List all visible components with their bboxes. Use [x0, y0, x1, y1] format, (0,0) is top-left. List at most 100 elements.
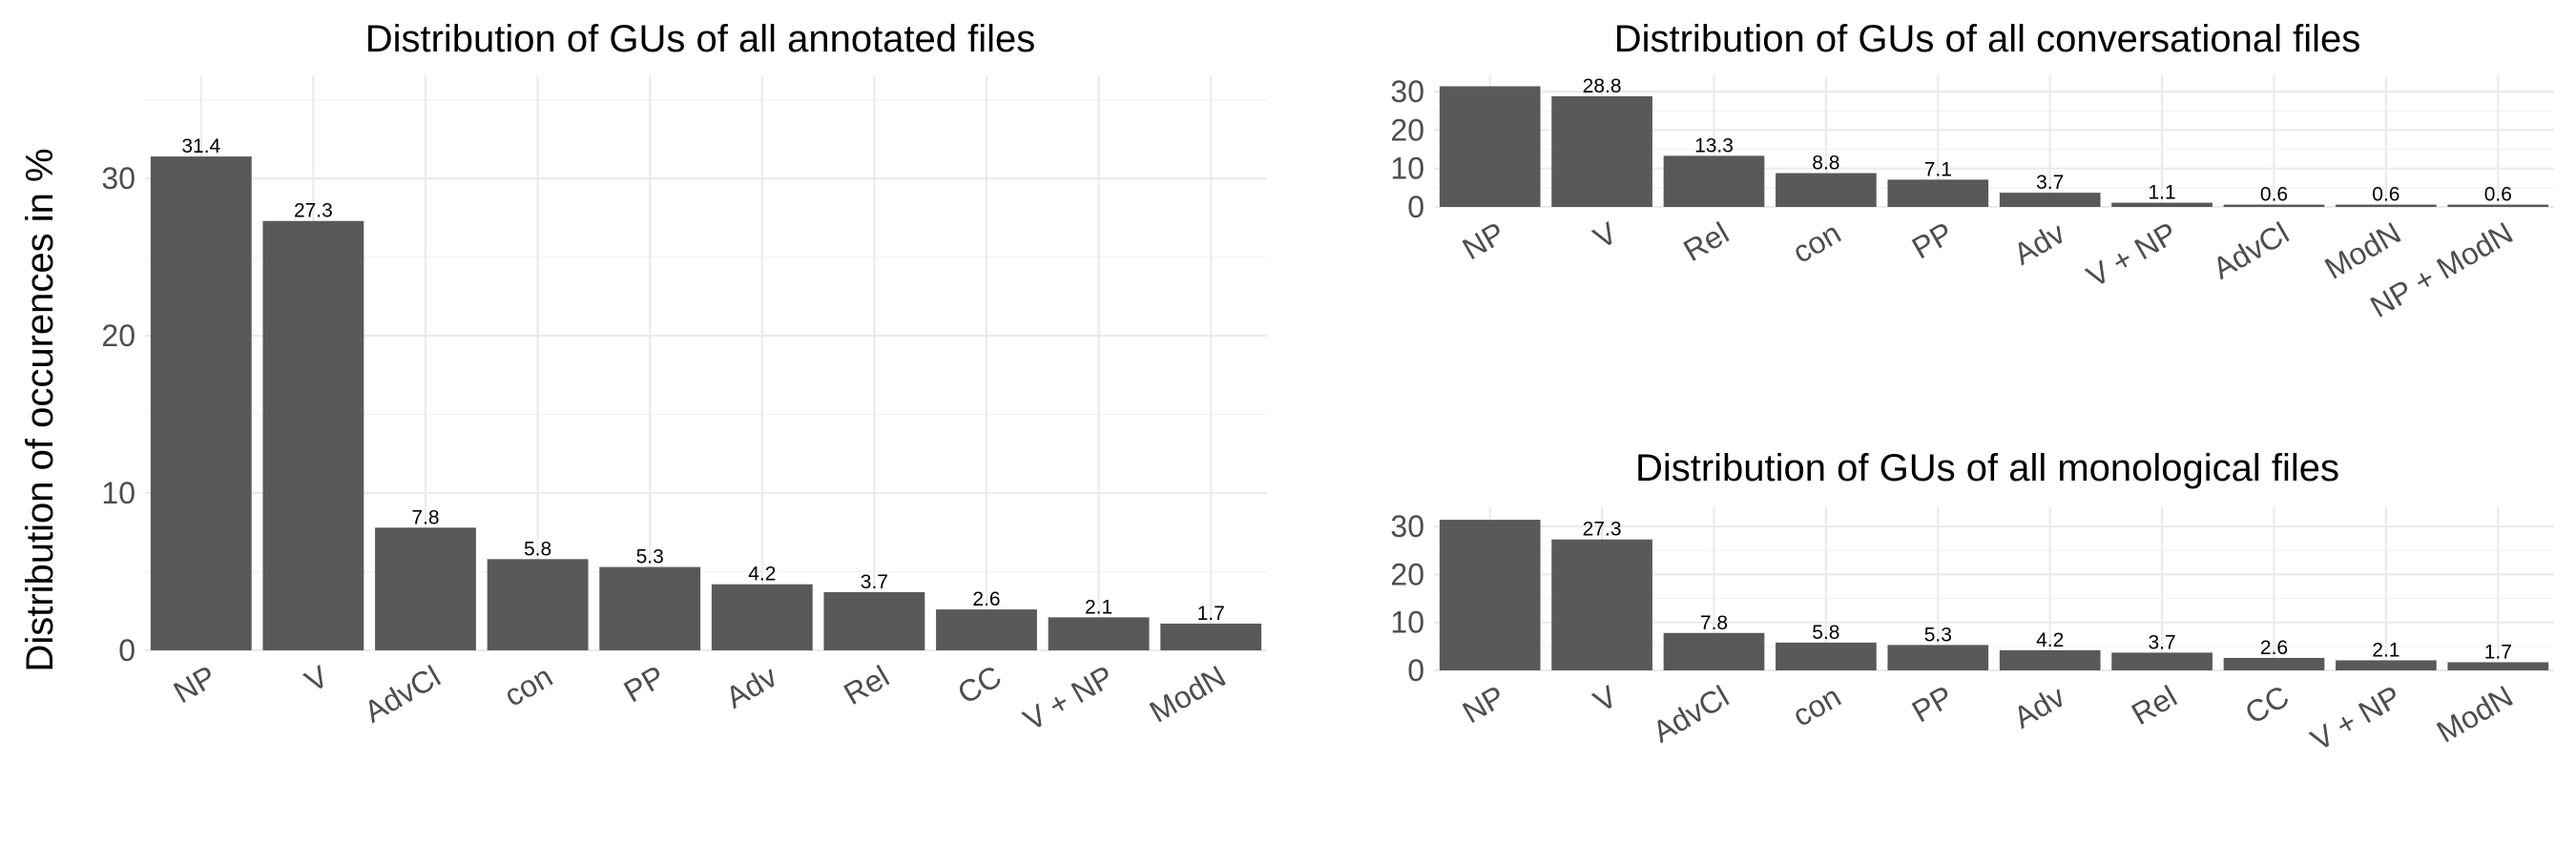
- plot-area: 0 10 20 30 31.4 27.3 7.8 5.8 5.3 4.2 3.7 2.6 2.1 1.7 N…: [101, 76, 1267, 737]
- data-label: 0.6: [2372, 184, 2399, 206]
- data-label: 8.8: [1812, 153, 1839, 175]
- bar-advcl: [375, 527, 476, 650]
- data-label: 7.8: [1700, 612, 1728, 634]
- data-label: 3.7: [2148, 631, 2175, 653]
- data-label: 13.3: [1694, 134, 1734, 156]
- bars: 31.4 27.3 7.8 5.8 5.3 4.2 3.7 2.6 2.1 1.7: [150, 135, 1262, 651]
- bars: 28.8 13.3 8.8 7.1 3.7 1.1 0.6 0.6 0.6: [1439, 75, 2549, 207]
- data-label: 2.6: [972, 588, 1000, 610]
- chart-title: Distribution of GUs of all annotated fil…: [365, 18, 1036, 60]
- data-label: 4.2: [2036, 629, 2064, 651]
- x-tick-label: V: [1588, 216, 1623, 256]
- chart-all-annotated: Distribution of GUs of all annotated fil…: [19, 18, 1267, 737]
- y-axis: 0 10 20 30: [1390, 74, 1424, 224]
- x-tick-label: ModN: [2431, 679, 2519, 750]
- chart-title: Distribution of GUs of all conversationa…: [1614, 18, 2361, 60]
- x-tick-label: con: [1787, 216, 1847, 270]
- y-tick-label: 30: [1390, 74, 1424, 109]
- y-tick-label: 30: [1390, 509, 1424, 544]
- data-label: 7.1: [1924, 158, 1952, 180]
- x-tick-label: AdvCl: [1647, 679, 1735, 750]
- bar-adv: [1999, 193, 2101, 207]
- data-label: 0.6: [2484, 184, 2512, 206]
- x-tick-label: NP: [168, 659, 221, 709]
- bar-v: [1551, 95, 1652, 207]
- bar-pp: [1887, 179, 1989, 207]
- bar-v: [1551, 539, 1652, 670]
- bar-rel: [823, 591, 925, 650]
- x-tick-label: Adv: [2007, 216, 2070, 272]
- bar-np-modn: [2447, 204, 2549, 207]
- x-tick-label: CC: [951, 659, 1007, 710]
- x-tick-label: NP: [1457, 216, 1510, 266]
- bar-np: [150, 156, 252, 651]
- x-tick-label: AdvCl: [2207, 216, 2295, 286]
- x-tick-label: con: [1787, 679, 1847, 733]
- bar-np: [1439, 86, 1541, 207]
- data-label: 5.3: [636, 546, 664, 568]
- x-tick-label: ModN: [1144, 659, 1232, 729]
- bar-rel: [1663, 155, 1765, 207]
- data-label: 5.3: [1924, 624, 1952, 646]
- y-axis-label: Distribution of occurences in %: [19, 148, 61, 671]
- data-label: 2.1: [2372, 639, 2399, 661]
- bar-con: [487, 559, 589, 650]
- data-label: 0.6: [2260, 184, 2288, 206]
- x-tick-label: Rel: [2126, 679, 2183, 731]
- y-tick-label: 20: [1390, 557, 1424, 591]
- bar-rel: [2111, 652, 2212, 670]
- x-tick-label: V: [1588, 679, 1623, 719]
- x-tick-label: V: [299, 659, 334, 699]
- x-tick-label: Adv: [2007, 679, 2070, 735]
- x-tick-label: ModN: [2318, 216, 2406, 286]
- chart-title: Distribution of GUs of all monological f…: [1635, 447, 2339, 489]
- bar-modn: [2336, 204, 2437, 207]
- chart-conversational: Distribution of GUs of all conversationa…: [1390, 18, 2554, 324]
- x-tick-label: PP: [618, 659, 671, 709]
- plot-area: 0 10 20 30 27.3 7.8 5.8 5.3 4.2 3.7 2.6 2.1 1.7 NP V Ad…: [1390, 507, 2554, 757]
- data-label: 2.6: [2260, 637, 2288, 659]
- x-tick-label: Rel: [838, 659, 895, 711]
- bar-con: [1776, 642, 1877, 670]
- data-label: 1.7: [1197, 603, 1225, 625]
- y-tick-label: 20: [1390, 113, 1424, 147]
- y-axis: 0 10 20 30: [1390, 509, 1424, 688]
- bar-adv: [1999, 649, 2101, 670]
- data-label: 4.2: [748, 564, 776, 586]
- data-label: 5.8: [524, 538, 551, 560]
- bar-np: [1439, 520, 1541, 670]
- x-tick-label: V + NP: [2081, 216, 2183, 294]
- x-tick-label: V + NP: [2305, 679, 2407, 757]
- bars: 27.3 7.8 5.8 5.3 4.2 3.7 2.6 2.1 1.7: [1439, 519, 2549, 670]
- y-axis: 0 10 20 30: [101, 161, 135, 668]
- x-axis: NP V AdvCl con PP Adv Rel CC V + NP ModN: [168, 659, 1232, 738]
- bar-v-np: [2336, 660, 2437, 670]
- bar-modn: [2447, 662, 2549, 670]
- y-tick-label: 10: [1390, 152, 1424, 186]
- y-tick-label: 0: [1407, 653, 1424, 688]
- data-label: 27.3: [1583, 519, 1622, 541]
- bar-v-np: [1048, 617, 1150, 650]
- bar-v-np: [2111, 202, 2212, 207]
- data-label: 3.7: [861, 571, 888, 593]
- bar-advcl: [1663, 632, 1765, 670]
- data-label: 3.7: [2036, 172, 2064, 194]
- data-label: 31.4: [181, 135, 220, 157]
- x-tick-label: CC: [2239, 679, 2295, 730]
- data-label: 7.8: [411, 506, 439, 528]
- bar-cc: [2223, 657, 2325, 670]
- bar-modn: [1160, 623, 1262, 650]
- bar-advcl: [2223, 204, 2325, 207]
- bar-pp: [599, 566, 701, 650]
- bar-v: [262, 220, 364, 650]
- x-tick-label: Adv: [720, 659, 783, 715]
- y-tick-label: 30: [101, 161, 135, 195]
- data-label: 2.1: [1085, 596, 1112, 618]
- data-label: 1.7: [2484, 641, 2512, 663]
- x-tick-label: NP: [1457, 679, 1510, 729]
- x-tick-label: PP: [1906, 679, 1959, 729]
- x-tick-label: con: [498, 659, 558, 713]
- x-axis: NP V AdvCl con PP Adv Rel CC V + NP ModN: [1457, 679, 2519, 758]
